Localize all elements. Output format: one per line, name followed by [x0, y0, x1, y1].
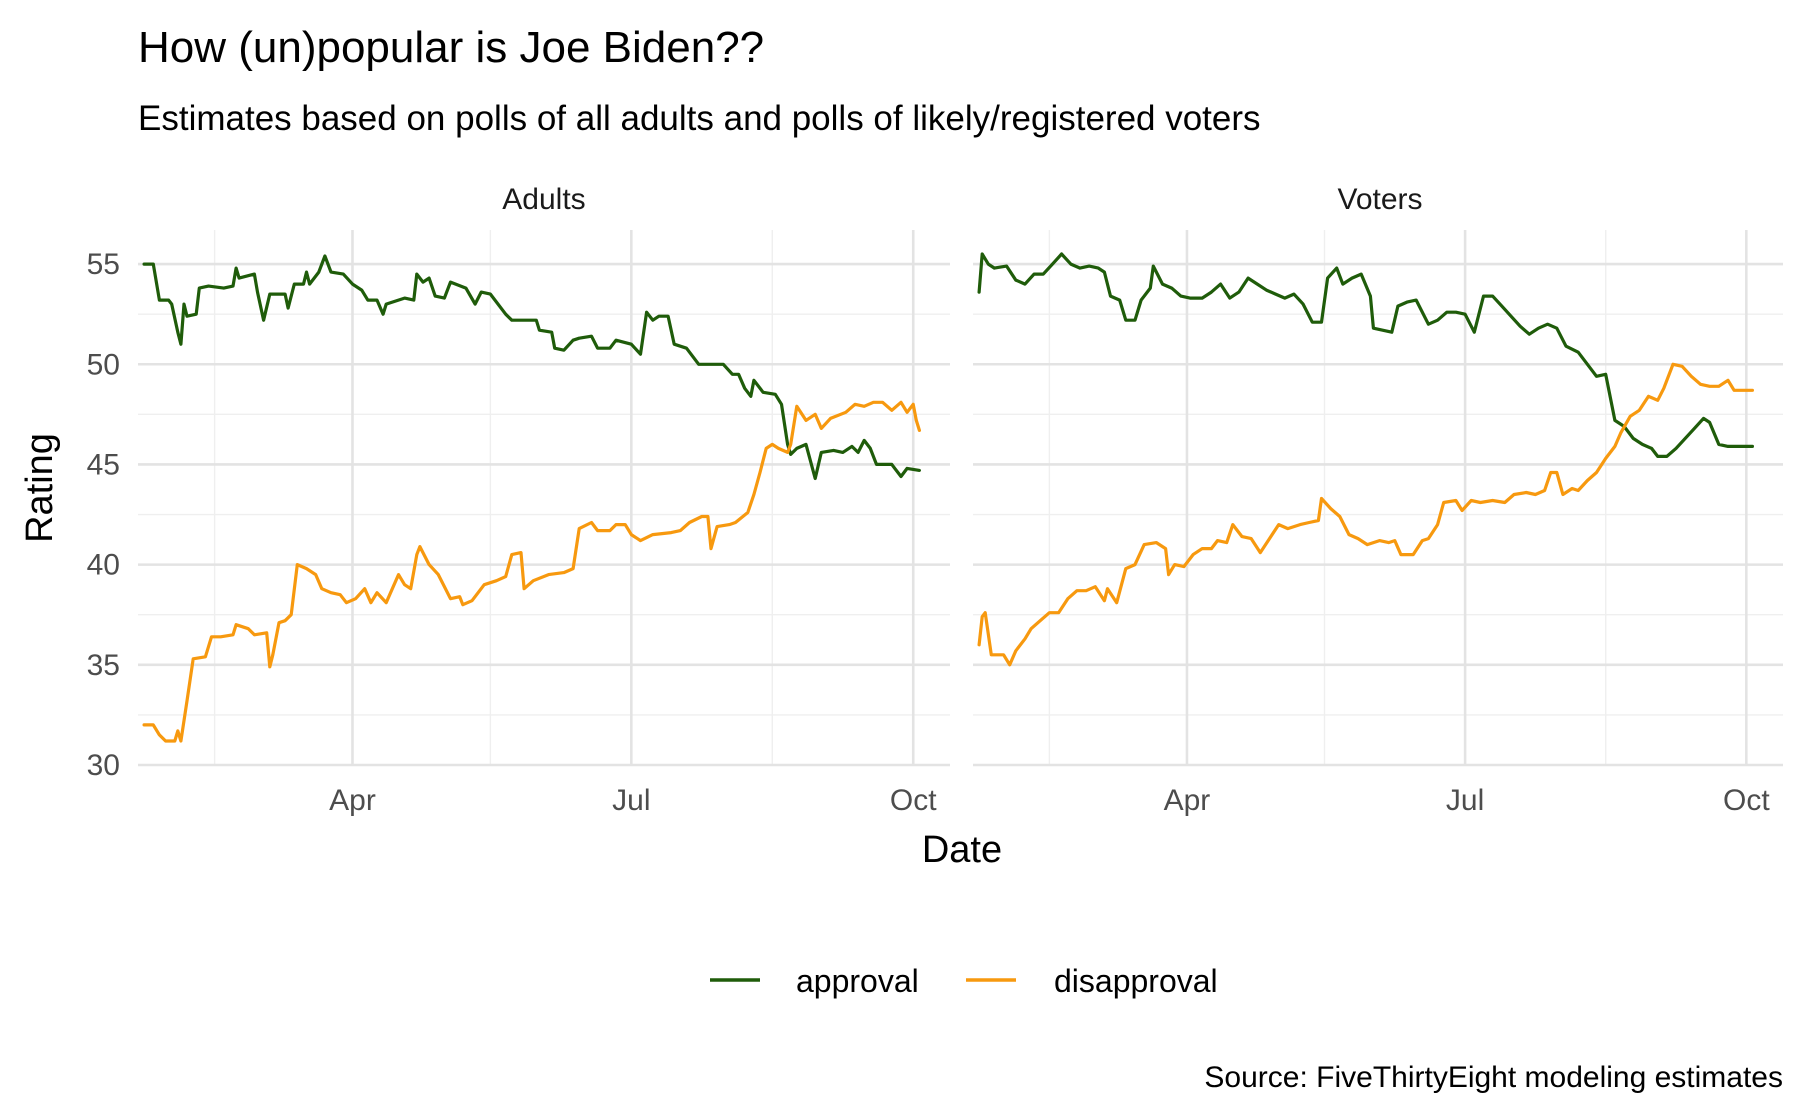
series-line-adults-disapproval: [142, 400, 922, 743]
series-line-adults-approval: [142, 254, 922, 481]
x-tick-label: Apr: [329, 784, 376, 817]
series-line-voters-disapproval: [977, 362, 1755, 667]
grid-layer: [138, 230, 1783, 767]
legend-label-approval: approval: [796, 963, 919, 999]
chart-subtitle: Estimates based on polls of all adults a…: [138, 99, 1261, 138]
y-tick-label: 45: [87, 448, 120, 481]
series-layer: [142, 252, 1755, 743]
legend-label-disapproval: disapproval: [1054, 963, 1218, 999]
series-line-voters-approval: [977, 252, 1755, 458]
x-tick-labels: Apr Jul Oct Apr Jul Oct: [329, 784, 1770, 817]
x-tick-label: Apr: [1164, 784, 1211, 817]
chart-title: How (un)popular is Joe Biden??: [138, 23, 764, 72]
x-tick-label: Oct: [1723, 784, 1770, 817]
y-axis-title: Rating: [19, 433, 61, 543]
chart-caption: Source: FiveThirtyEight modeling estimat…: [1204, 1061, 1783, 1094]
x-tick-label: Jul: [612, 784, 650, 817]
y-tick-labels: 30 35 40 45 50 55: [87, 248, 120, 782]
y-tick-label: 35: [87, 649, 120, 682]
y-tick-label: 55: [87, 248, 120, 281]
y-tick-label: 30: [87, 749, 120, 782]
x-tick-label: Oct: [890, 784, 937, 817]
y-tick-label: 40: [87, 549, 120, 582]
y-tick-label: 50: [87, 348, 120, 381]
x-tick-label: Jul: [1446, 784, 1484, 817]
x-axis-title: Date: [922, 829, 1002, 871]
facet-strip-adults: Adults: [502, 183, 585, 216]
facet-strip-voters: Voters: [1337, 183, 1422, 216]
legend: approval disapproval: [710, 963, 1218, 999]
